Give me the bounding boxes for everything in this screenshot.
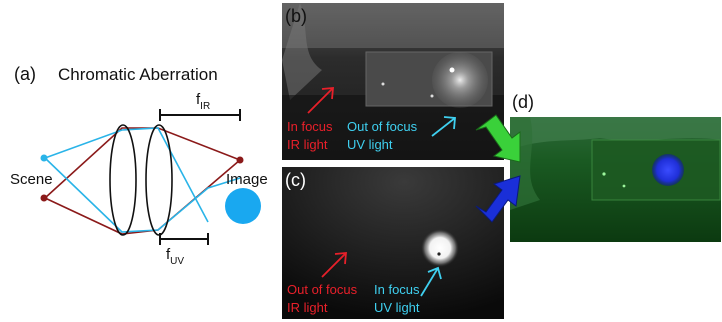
image-label: Image xyxy=(226,171,268,188)
panel-b-photo: (b) In focus IR light Out of focus UV li… xyxy=(282,3,504,160)
svg-text:fUV: fUV xyxy=(166,246,184,267)
panel-c-uv-line2: UV light xyxy=(374,300,420,315)
scene-label: Scene xyxy=(10,171,53,188)
panel-b-ir-arrow xyxy=(307,87,334,114)
panel-b-ir-line2: IR light xyxy=(287,137,328,152)
panel-c-uv-arrow xyxy=(420,267,439,297)
panel-c-uv-line1: In focus xyxy=(374,282,420,297)
panel-d-photo: (d) xyxy=(510,92,721,242)
panel-b-uv-line1: Out of focus xyxy=(347,119,418,134)
ir-ray-upper xyxy=(44,127,241,199)
focal-length-uv-marker: fUV xyxy=(159,233,209,267)
panel-b-letter: (b) xyxy=(285,6,307,26)
panel-c-ir-line1: Out of focus xyxy=(287,282,358,297)
lens-1 xyxy=(109,124,137,236)
focal-length-ir-marker: fIR xyxy=(159,91,241,121)
uv-rays xyxy=(44,127,241,233)
panel-c-photo: (c) Out of focus IR light In focus UV li… xyxy=(282,167,504,319)
panel-a-title: Chromatic Aberration xyxy=(58,65,218,84)
focal-uv-subscript: UV xyxy=(170,256,184,267)
panel-b-uv-line2: UV light xyxy=(347,137,393,152)
panel-c-ir-arrow xyxy=(321,252,347,278)
svg-text:fIR: fIR xyxy=(196,91,210,112)
uv-ray-lower xyxy=(44,157,241,233)
lens-2 xyxy=(145,124,173,236)
ir-rays xyxy=(44,127,241,235)
panel-d-letter: (d) xyxy=(512,92,534,112)
image-point-ir xyxy=(236,156,244,164)
uv-blur-spot xyxy=(225,188,261,224)
panel-a-letter: (a) xyxy=(14,64,36,84)
blue-combine-arrow xyxy=(475,175,521,223)
focal-ir-f: f xyxy=(196,91,201,108)
panel-c-letter: (c) xyxy=(285,170,306,190)
panel-c-ir-line2: IR light xyxy=(287,300,328,315)
focal-uv-f: f xyxy=(166,246,171,263)
uv-ray-upper xyxy=(44,127,209,223)
panel-b-uv-arrow xyxy=(431,117,456,137)
scene-point-ir xyxy=(40,194,48,202)
focal-ir-subscript: IR xyxy=(200,101,210,112)
scene-point-uv xyxy=(40,154,48,162)
green-combine-arrow xyxy=(475,114,521,163)
panel-b-ir-line1: In focus xyxy=(287,119,333,134)
panel-a-diagram: (a) Chromatic Aberration fIR Scene xyxy=(10,64,268,267)
